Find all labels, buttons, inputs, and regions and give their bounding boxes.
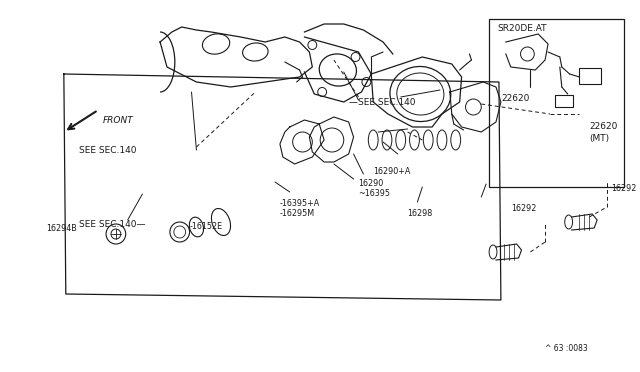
Text: -16395+A: -16395+A [280, 199, 320, 208]
Text: 22620: 22620 [501, 94, 529, 103]
Text: 16294B: 16294B [46, 224, 77, 233]
Text: ^ 63 :0083: ^ 63 :0083 [545, 344, 588, 353]
Text: ~16395: ~16395 [358, 189, 390, 198]
Text: 22620: 22620 [589, 122, 618, 131]
Bar [555, 95, 573, 107]
Text: —SEE SEC.140: —SEE SEC.140 [349, 97, 415, 106]
Text: FRONT: FRONT [103, 115, 134, 125]
Text: (MT): (MT) [589, 134, 609, 143]
Text: 16298: 16298 [408, 209, 433, 218]
Text: 16292: 16292 [611, 184, 636, 193]
Text: SEE SEC.140: SEE SEC.140 [79, 145, 136, 154]
Text: SR20DE.AT: SR20DE.AT [497, 24, 547, 33]
Text: 16290+A: 16290+A [373, 167, 411, 176]
Text: SEE SEC.140—: SEE SEC.140— [79, 220, 145, 229]
Text: -16295M: -16295M [280, 209, 315, 218]
Text: -16152E: -16152E [189, 222, 223, 231]
Bar [579, 68, 601, 84]
Text: 16292: 16292 [511, 204, 536, 213]
Bar [489, 19, 623, 187]
Text: 16290: 16290 [358, 179, 384, 188]
